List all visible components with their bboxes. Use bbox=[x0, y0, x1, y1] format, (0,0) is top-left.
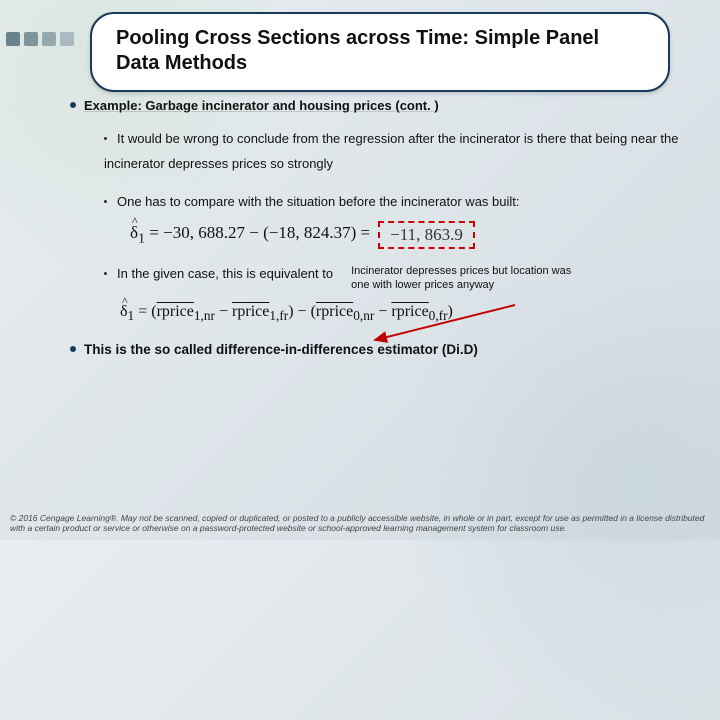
slide-deco-squares bbox=[6, 32, 74, 46]
bullet-dot-icon bbox=[104, 137, 107, 140]
bullet-3-text: In the given case, this is equivalent to bbox=[117, 266, 333, 281]
equation-1-result-box: −11, 863.9 bbox=[378, 221, 475, 249]
bullet-item-2: One has to compare with the situation be… bbox=[104, 190, 690, 215]
bullet-dot-icon bbox=[104, 200, 107, 203]
closing-text: This is the so called difference-in-diff… bbox=[84, 342, 478, 357]
copyright-footer: © 2016 Cengage Learning®. May not be sca… bbox=[10, 513, 710, 534]
bullet-item-1: It would be wrong to conclude from the r… bbox=[104, 127, 690, 176]
bullet-disc-icon bbox=[70, 102, 76, 108]
bullet-disc-icon bbox=[70, 346, 76, 352]
equation-1-row: δ1 = −30, 688.27 − (−18, 824.37) = −11, … bbox=[130, 221, 690, 249]
bullet-1-text: It would be wrong to conclude from the r… bbox=[104, 131, 679, 171]
equation-2: δ1 = (rprice1,nr − rprice1,fr) − (rprice… bbox=[120, 303, 690, 324]
slide-title: Pooling Cross Sections across Time: Simp… bbox=[116, 26, 644, 76]
equation-1-lhs: δ1 = −30, 688.27 − (−18, 824.37) = bbox=[130, 223, 370, 247]
example-heading: Example: Garbage incinerator and housing… bbox=[70, 98, 690, 113]
bullet-item-3-row: In the given case, this is equivalent to… bbox=[104, 265, 690, 293]
bullet-item-3: In the given case, this is equivalent to bbox=[104, 265, 333, 283]
slide-content: Example: Garbage incinerator and housing… bbox=[70, 98, 690, 357]
example-heading-text: Example: Garbage incinerator and housing… bbox=[84, 98, 439, 113]
closing-statement: This is the so called difference-in-diff… bbox=[70, 342, 690, 357]
annotation-text: Incinerator depresses prices but locatio… bbox=[351, 265, 581, 293]
title-card: Pooling Cross Sections across Time: Simp… bbox=[90, 12, 670, 92]
bullet-dot-icon bbox=[104, 272, 107, 275]
bullet-2-text: One has to compare with the situation be… bbox=[117, 194, 520, 209]
